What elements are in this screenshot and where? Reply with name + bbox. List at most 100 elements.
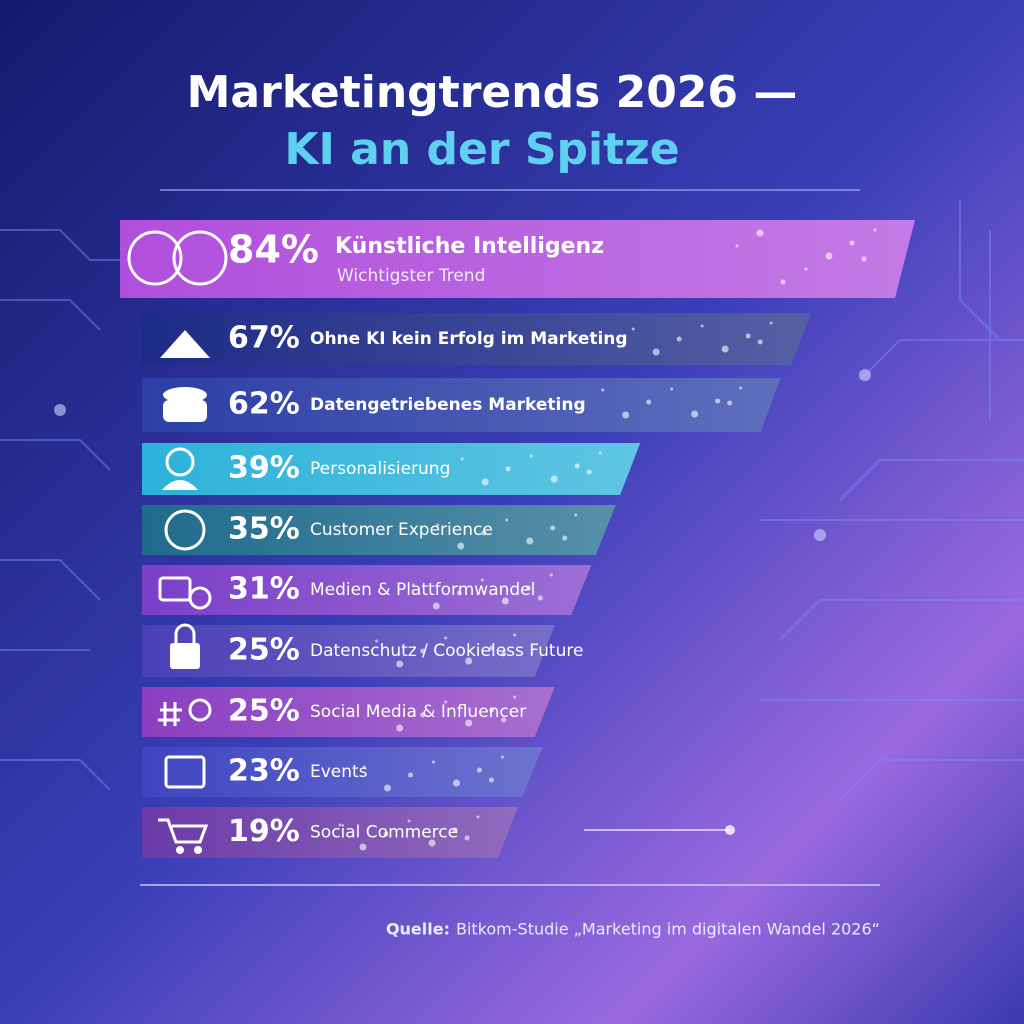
bar-shine xyxy=(120,220,915,298)
sparkle xyxy=(481,478,489,486)
icons xyxy=(127,230,228,854)
value-label: 39% xyxy=(228,451,300,486)
sparkle xyxy=(676,336,682,342)
sparkle xyxy=(383,784,391,792)
sparkle xyxy=(757,339,763,345)
bar-shine xyxy=(142,625,555,677)
sparkle xyxy=(631,327,635,331)
bars: 84% Künstliche Intelligenz Wichtigster Tre… xyxy=(120,220,915,858)
sparkle xyxy=(407,819,411,823)
category-label: Personalisierung xyxy=(310,459,450,479)
sparkle xyxy=(525,585,531,591)
sparkle xyxy=(526,537,534,545)
sparkle xyxy=(550,525,556,531)
category-label: Customer Experience xyxy=(310,520,493,540)
sparkle xyxy=(622,411,630,419)
value-label: 84% xyxy=(228,228,319,272)
sparkle xyxy=(780,279,786,285)
sparkle xyxy=(849,240,855,246)
circuit-decoration xyxy=(0,200,1024,835)
sparkle xyxy=(537,595,543,601)
value-label: 25% xyxy=(228,633,300,668)
bar-shine xyxy=(142,378,781,432)
chart-subtitle: KI an der Spitze xyxy=(284,124,679,175)
sparkle xyxy=(362,765,366,769)
sparkle xyxy=(481,530,487,536)
sparkle xyxy=(598,451,602,455)
sparkle xyxy=(735,244,739,248)
source-text: Bitkom-Studie „Marketing im digitalen Wa… xyxy=(456,920,880,939)
sparkle xyxy=(480,578,484,582)
value-label: 31% xyxy=(228,572,300,607)
sparkle xyxy=(670,387,674,391)
sparkle xyxy=(601,388,605,392)
sparkle xyxy=(574,513,578,517)
sparkle xyxy=(727,400,733,406)
annotation: Wichtigster Trend xyxy=(337,266,485,286)
sparkle xyxy=(396,724,404,732)
sparkle xyxy=(489,645,495,651)
category-label: Social Media & Influencer xyxy=(310,702,526,722)
sparkle xyxy=(501,717,507,723)
value-label: 25% xyxy=(228,694,300,729)
bar-shine xyxy=(142,505,616,555)
bar-shine xyxy=(142,747,543,797)
sparkle xyxy=(691,410,699,418)
sparkle xyxy=(428,839,436,847)
sparkle xyxy=(825,252,833,260)
value-label: 19% xyxy=(228,814,300,849)
sparkle xyxy=(460,457,464,461)
sparkle xyxy=(513,695,517,699)
category-label: Medien & Plattformwandel xyxy=(310,580,535,600)
sparkle xyxy=(488,777,494,783)
sparkle xyxy=(375,639,379,643)
sparkle xyxy=(375,705,379,709)
chart-title: Marketingtrends 2026 — xyxy=(187,67,798,118)
sparkle xyxy=(465,657,473,665)
sparkle xyxy=(452,827,458,833)
value-label: 67% xyxy=(228,321,300,356)
sparkle xyxy=(431,760,435,764)
sparkle xyxy=(529,454,533,458)
sparkle xyxy=(505,518,509,522)
sparkle xyxy=(444,636,448,640)
category-label: Social Commerce xyxy=(310,823,458,843)
sparkle xyxy=(501,597,509,605)
sparkle xyxy=(721,345,729,353)
sparkle xyxy=(476,815,480,819)
sparkle xyxy=(444,700,448,704)
sparkle xyxy=(562,535,568,541)
sparkle xyxy=(501,651,507,657)
bar-shine xyxy=(142,565,592,615)
sparkle xyxy=(574,463,580,469)
source-label: Quelle: xyxy=(386,920,450,939)
sparkle xyxy=(739,386,743,390)
sparkle xyxy=(715,398,721,404)
bar-shine xyxy=(142,807,519,858)
sparkle xyxy=(700,324,704,328)
sparkle xyxy=(745,333,751,339)
sparkle xyxy=(769,321,773,325)
category-label: Datenschutz / Cookieless Future xyxy=(310,641,583,661)
sparkle xyxy=(550,475,558,483)
sparkle xyxy=(456,590,462,596)
sparkle xyxy=(652,348,660,356)
sparkle xyxy=(452,779,460,787)
value-label: 62% xyxy=(228,387,300,422)
sparkle xyxy=(476,767,482,773)
sparkle xyxy=(489,707,495,713)
sparkle xyxy=(407,772,413,778)
category-label: Datengetriebenes Marketing xyxy=(310,395,586,415)
sparkle xyxy=(396,660,404,668)
sparkle xyxy=(505,466,511,472)
sparkle xyxy=(500,755,504,759)
sparkle xyxy=(646,399,652,405)
sparkle xyxy=(359,843,367,851)
value-label: 35% xyxy=(228,512,300,547)
sparkle xyxy=(549,573,553,577)
sparkle xyxy=(513,633,517,637)
bar-shine xyxy=(142,687,555,737)
sparkle xyxy=(457,542,465,550)
